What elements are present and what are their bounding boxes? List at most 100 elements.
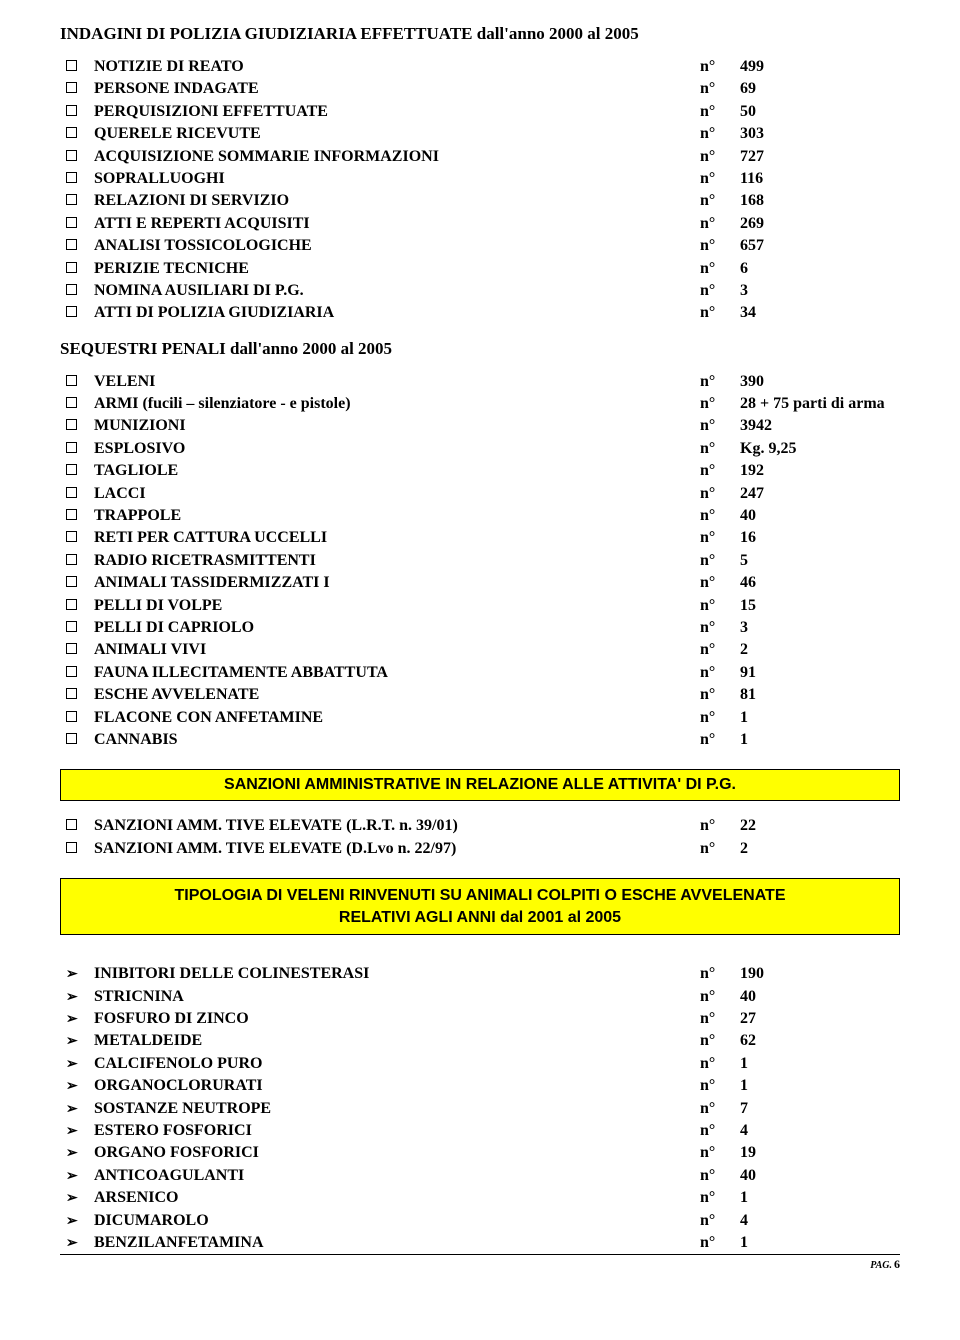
row-unit: n° [700, 56, 740, 78]
row-label: MUNIZIONI [94, 415, 700, 437]
footer-page-number: 6 [894, 1257, 900, 1271]
list-row: ANALISI TOSSICOLOGICHEn° 657 [60, 235, 900, 257]
row-label: SOPRALLUOGHI [94, 168, 700, 190]
row-label: FLACONE CON ANFETAMINE [94, 707, 700, 729]
list-row: ➢FOSFURO DI ZINCOn°27 [60, 1008, 900, 1030]
section4-list: ➢INIBITORI DELLE COLINESTERASIn°190➢STRI… [60, 963, 900, 1254]
row-label: ANTICOAGULANTI [94, 1165, 700, 1187]
row-value: 247 [740, 483, 900, 505]
row-unit: n° [700, 1232, 740, 1254]
square-bullet-icon [60, 217, 94, 228]
square-bullet-icon [60, 643, 94, 654]
row-unit: n° [700, 662, 740, 684]
row-value: 390 [740, 371, 900, 393]
row-value: 6 [740, 258, 900, 280]
list-row: SANZIONI AMM. TIVE ELEVATE (L.R.T. n. 39… [60, 815, 900, 837]
row-unit: n° [700, 1210, 740, 1232]
row-value: 3942 [740, 415, 900, 437]
row-unit: n° [700, 550, 740, 572]
row-value: 19 [740, 1142, 900, 1164]
row-unit: n° [700, 280, 740, 302]
row-value: 50 [740, 101, 900, 123]
list-row: ➢ORGANOCLORURATIn°1 [60, 1075, 900, 1097]
row-label: STRICNINA [94, 986, 700, 1008]
row-label: PERQUISIZIONI EFFETTUATE [94, 101, 700, 123]
row-unit: n° [700, 838, 740, 860]
row-unit: n° [700, 146, 740, 168]
list-row: TRAPPOLEn°40 [60, 505, 900, 527]
row-value: 3 [740, 617, 900, 639]
section3-list: SANZIONI AMM. TIVE ELEVATE (L.R.T. n. 39… [60, 815, 900, 860]
row-value: 1 [740, 729, 900, 751]
row-unit: n° [700, 235, 740, 257]
list-row: QUERELE RICEVUTEn°303 [60, 123, 900, 145]
row-value: 91 [740, 662, 900, 684]
row-label: CANNABIS [94, 729, 700, 751]
section1-list: NOTIZIE DI REATOn°499PERSONE INDAGATEn°6… [60, 56, 900, 325]
row-value: 34 [740, 302, 900, 324]
row-label: RETI PER CATTURA UCCELLI [94, 527, 700, 549]
row-label: ARMI (fucili – silenziatore - e pistole) [94, 393, 700, 415]
row-value: 2 [740, 639, 900, 661]
row-label: QUERELE RICEVUTE [94, 123, 700, 145]
arrow-bullet-icon: ➢ [60, 965, 94, 985]
row-label: PERIZIE TECNICHE [94, 258, 700, 280]
row-value: 1 [740, 1187, 900, 1209]
list-row: ➢METALDEIDEn°62 [60, 1030, 900, 1052]
row-label: NOMINA AUSILIARI DI P.G. [94, 280, 700, 302]
row-label: INIBITORI DELLE COLINESTERASI [94, 963, 700, 985]
list-row: ➢CALCIFENOLO PUROn°1 [60, 1053, 900, 1075]
square-bullet-icon [60, 842, 94, 853]
square-bullet-icon [60, 284, 94, 295]
row-unit: n° [700, 1187, 740, 1209]
row-label: TRAPPOLE [94, 505, 700, 527]
row-unit: n° [700, 729, 740, 751]
row-value: 40 [740, 986, 900, 1008]
row-unit: n° [700, 1142, 740, 1164]
square-bullet-icon [60, 150, 94, 161]
section1-title: INDAGINI DI POLIZIA GIUDIZIARIA EFFETTUA… [60, 24, 900, 44]
row-unit: n° [700, 684, 740, 706]
section2-list: VELENIn°390ARMI (fucili – silenziatore -… [60, 371, 900, 752]
row-value: 22 [740, 815, 900, 837]
row-value: 1 [740, 1053, 900, 1075]
row-unit: n° [700, 1120, 740, 1142]
row-label: METALDEIDE [94, 1030, 700, 1052]
square-bullet-icon [60, 397, 94, 408]
arrow-bullet-icon: ➢ [60, 1055, 94, 1075]
row-value: 2 [740, 838, 900, 860]
list-row: ARMI (fucili – silenziatore - e pistole)… [60, 393, 900, 415]
row-unit: n° [700, 438, 740, 460]
list-row: CANNABISn°1 [60, 729, 900, 751]
square-bullet-icon [60, 509, 94, 520]
row-label: ANIMALI VIVI [94, 639, 700, 661]
row-unit: n° [700, 78, 740, 100]
row-label: SOSTANZE NEUTROPE [94, 1098, 700, 1120]
square-bullet-icon [60, 82, 94, 93]
list-row: ➢STRICNINAn°40 [60, 986, 900, 1008]
row-value: 1 [740, 707, 900, 729]
row-value: 27 [740, 1008, 900, 1030]
footer-text: PAG.6 [60, 1257, 900, 1272]
row-label: RADIO RICETRASMITTENTI [94, 550, 700, 572]
banner-sanzioni: SANZIONI AMMINISTRATIVE IN RELAZIONE ALL… [60, 769, 900, 801]
row-unit: n° [700, 1075, 740, 1097]
square-bullet-icon [60, 688, 94, 699]
section2-title: SEQUESTRI PENALI dall'anno 2000 al 2005 [60, 339, 900, 359]
row-value: 269 [740, 213, 900, 235]
list-row: RADIO RICETRASMITTENTIn°5 [60, 550, 900, 572]
row-value: 190 [740, 963, 900, 985]
row-unit: n° [700, 302, 740, 324]
row-unit: n° [700, 258, 740, 280]
square-bullet-icon [60, 419, 94, 430]
row-value: 657 [740, 235, 900, 257]
row-unit: n° [700, 415, 740, 437]
banner-veleni: TIPOLOGIA DI VELENI RINVENUTI SU ANIMALI… [60, 878, 900, 935]
square-bullet-icon [60, 239, 94, 250]
row-unit: n° [700, 707, 740, 729]
row-label: ESPLOSIVO [94, 438, 700, 460]
list-row: LACCIn°247 [60, 483, 900, 505]
row-label: ANALISI TOSSICOLOGICHE [94, 235, 700, 257]
row-label: RELAZIONI DI SERVIZIO [94, 190, 700, 212]
list-row: ATTI E REPERTI ACQUISITIn° 269 [60, 213, 900, 235]
